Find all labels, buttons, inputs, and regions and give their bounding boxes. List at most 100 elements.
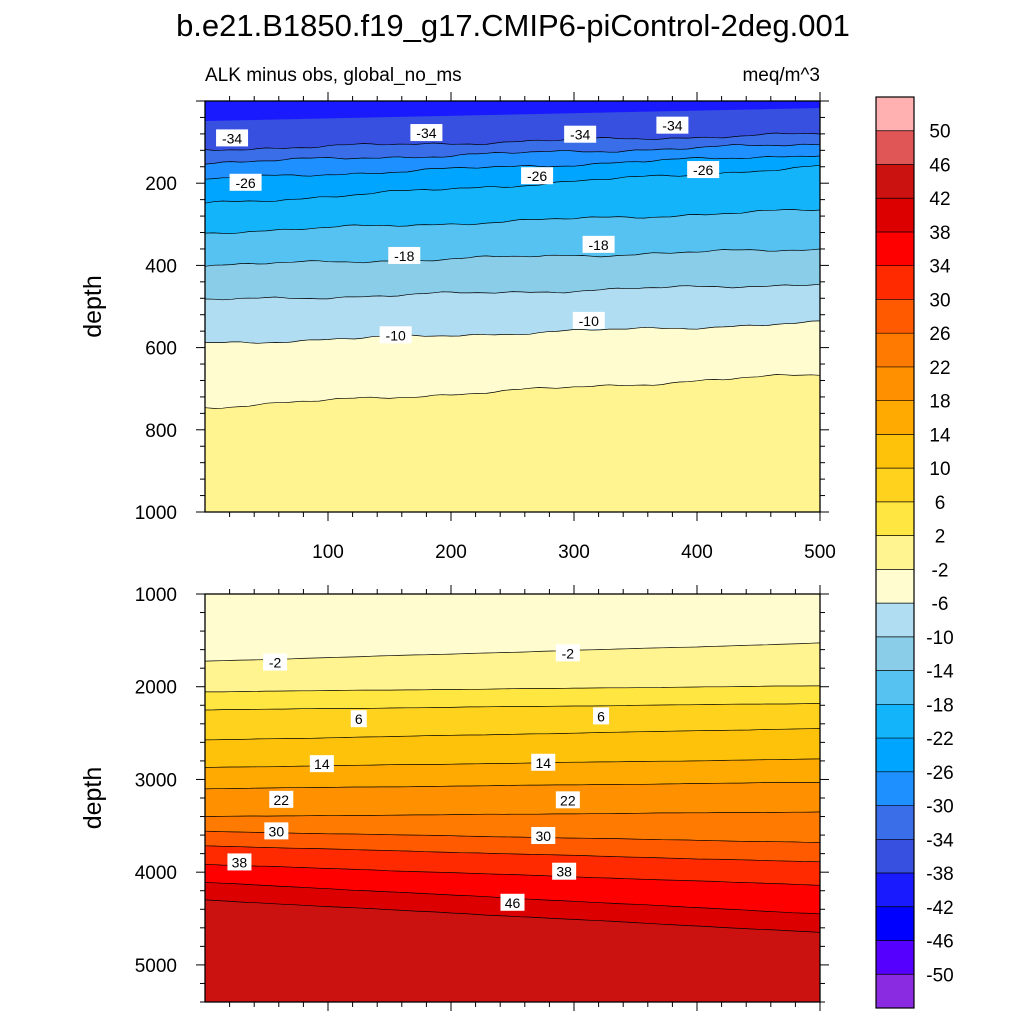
contour-label: -34: [564, 125, 597, 143]
colorbar-swatch: [876, 198, 914, 233]
colorbar-swatch: [876, 569, 914, 604]
contour-line-30: [205, 845, 820, 863]
colorbar-tick-label: -46: [926, 932, 953, 953]
contour-label-text: 30: [269, 823, 285, 839]
colorbar-swatch: [876, 873, 914, 908]
y-tick-label: 1000: [135, 503, 177, 524]
contour-label-bg: [379, 326, 412, 344]
contour-label-bg: [552, 862, 577, 880]
colorbar-tick-label: 22: [929, 358, 950, 379]
colorbar-tick-label: 2: [935, 527, 946, 548]
contour-label-bg: [531, 753, 556, 771]
contour-label-text: 38: [232, 854, 248, 870]
contour-label-text: 22: [273, 792, 289, 808]
band-fill: [205, 101, 820, 121]
y-tick-label: 3000: [135, 770, 177, 791]
contour-label-text: -34: [416, 125, 436, 141]
contour-line-42: [205, 899, 820, 933]
contour-label: -26: [229, 173, 262, 191]
contour-label: 14: [309, 755, 334, 773]
contour-label: -2: [263, 653, 288, 671]
colorbar-swatch: [876, 738, 914, 773]
contour-line-6: [205, 703, 820, 711]
colorbar-tick-label: 10: [929, 459, 950, 480]
colorbar-swatch: [876, 670, 914, 705]
y-tick-label: 5000: [135, 956, 177, 977]
contour-label-text: -26: [693, 162, 713, 178]
x-tick-label: 100: [312, 542, 344, 563]
colorbar-swatch: [876, 434, 914, 469]
colorbar-tick-label: 42: [929, 189, 950, 210]
x-tick-label: 400: [681, 542, 713, 563]
colorbar-swatch: [876, 265, 914, 300]
contour-label-text: -18: [394, 248, 414, 264]
colorbar-tick-label: -50: [926, 965, 953, 986]
y-axis-label: depth: [79, 275, 107, 338]
contour-label-text: 30: [535, 828, 551, 844]
colorbar-frame: [875, 96, 915, 1009]
colorbar-tick-label: 34: [929, 257, 951, 278]
colorbar-tick-label: -10: [926, 628, 953, 649]
colorbar-swatch: [876, 636, 914, 672]
contour-label: 30: [531, 827, 556, 845]
contour-label-bg: [593, 707, 610, 725]
contour-label-bg: [656, 116, 689, 134]
y-tick-label: 2000: [135, 678, 177, 699]
colorbar-swatch: [876, 940, 914, 975]
contour-label-bg: [269, 790, 294, 808]
x-tick-label: 300: [558, 542, 590, 563]
colorbar-swatch: [876, 468, 914, 503]
colorbar-tick-label: -38: [926, 864, 953, 885]
contour-label-text: -34: [570, 127, 590, 143]
contour-label-bg: [216, 129, 249, 147]
contour-line--34: [205, 132, 820, 151]
colorbar-tick-label: 26: [929, 324, 950, 345]
contour-line--2: [205, 374, 820, 409]
colorbar-swatch: [876, 603, 914, 638]
contour-label-bg: [227, 853, 252, 871]
contour-label: 22: [555, 791, 580, 809]
contour-label-bg: [555, 791, 580, 809]
contour-label-bg: [263, 653, 288, 671]
contour-label-text: 46: [505, 895, 521, 911]
colorbar-swatch: [876, 535, 914, 570]
contour-label-bg: [564, 125, 597, 143]
y-axis-label: depth: [79, 767, 107, 830]
contour-label-text: -26: [235, 175, 255, 191]
colorbar-swatch: [876, 130, 914, 165]
colorbar-swatch: [876, 771, 914, 807]
contour-label-bg: [410, 124, 443, 142]
colorbar-swatch: [876, 333, 914, 368]
colorbar-tick-label: -14: [926, 662, 954, 683]
colorbar-tick-label: -6: [932, 594, 949, 615]
contour-label: -10: [379, 326, 412, 344]
colorbar-tick-label: -22: [926, 729, 953, 750]
y-tick-label: 400: [145, 256, 177, 277]
y-tick-label: 200: [145, 174, 177, 195]
x-tick-label: 500: [804, 542, 836, 563]
contour-line-34: [205, 863, 820, 886]
contour-label: 38: [227, 853, 252, 871]
colorbar-swatch: [876, 839, 914, 874]
contour-label-text: -34: [222, 130, 242, 146]
contour-label-text: 38: [556, 864, 572, 880]
colorbar-tick-label: -26: [926, 763, 953, 784]
contour-label-text: 6: [597, 708, 605, 724]
y-tick-label: 600: [145, 339, 177, 360]
y-tick-label: 1000: [135, 585, 177, 606]
colorbar-swatch: [876, 231, 914, 267]
subtitle-variable: ALK minus obs, global_no_ms: [205, 65, 462, 86]
contour-line--26: [205, 155, 820, 180]
contour-label: 30: [264, 822, 289, 840]
colorbar-swatch: [876, 164, 914, 199]
colorbar-swatch: [876, 501, 914, 537]
contour-label: -34: [410, 124, 443, 142]
colorbar-swatch: [876, 299, 914, 334]
y-tick-label: 800: [145, 421, 177, 442]
contour-line-2: [205, 685, 820, 693]
colorbar-tick-label: -34: [926, 830, 954, 851]
contour-label-text: -2: [269, 655, 282, 671]
colorbar-tick-label: 38: [929, 223, 950, 244]
contour-label-bg: [500, 893, 525, 911]
contour-label-bg: [264, 822, 289, 840]
